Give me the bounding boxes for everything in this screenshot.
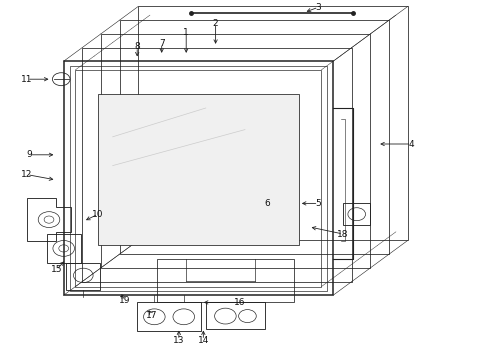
Text: 10: 10 (92, 210, 104, 219)
Text: 6: 6 (264, 199, 270, 208)
Text: 9: 9 (26, 150, 32, 159)
Text: 1: 1 (183, 28, 189, 37)
Text: 3: 3 (316, 3, 321, 12)
Text: 7: 7 (159, 39, 165, 48)
Text: 17: 17 (146, 310, 158, 320)
Text: 4: 4 (409, 140, 415, 149)
Text: 5: 5 (316, 199, 321, 208)
Text: 8: 8 (134, 42, 140, 51)
Text: 11: 11 (21, 75, 33, 84)
Text: 16: 16 (234, 298, 246, 307)
Text: 19: 19 (119, 296, 131, 305)
Polygon shape (98, 94, 299, 245)
Text: 18: 18 (337, 230, 349, 239)
Text: 13: 13 (173, 336, 185, 345)
Text: 15: 15 (50, 266, 62, 274)
Text: 2: 2 (213, 19, 219, 28)
Text: 12: 12 (21, 170, 33, 179)
Text: 14: 14 (197, 336, 209, 345)
